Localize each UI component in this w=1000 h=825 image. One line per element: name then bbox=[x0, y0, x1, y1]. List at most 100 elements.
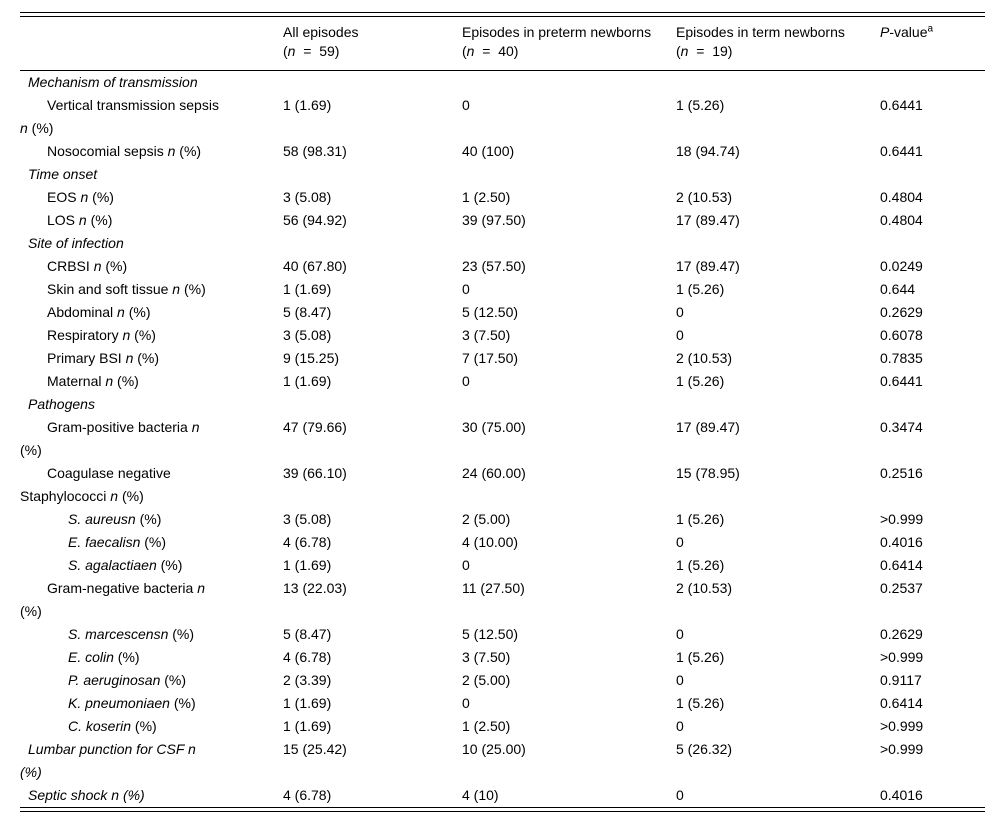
value-cell bbox=[462, 163, 676, 186]
row-label: Respiratory n (%) bbox=[20, 324, 283, 347]
data-row: Gram-positive bacteria n (%) 47 (79.66) 30 … bbox=[20, 416, 985, 462]
value-cell: 5 (8.47) bbox=[283, 626, 332, 642]
p-value-cell: 0.6441 bbox=[880, 97, 923, 113]
value-cell: 1 (1.69) bbox=[283, 718, 332, 734]
value-cell: 17 (89.47) bbox=[676, 419, 740, 435]
p-value-cell: 0.644 bbox=[880, 281, 916, 297]
value-cell: 3 (5.08) bbox=[283, 511, 332, 527]
label-line: Maternal n (%) bbox=[20, 370, 283, 393]
text-segment: E. colin bbox=[68, 649, 114, 665]
col-row-label bbox=[20, 17, 283, 71]
label-line: C. koserin (%) bbox=[20, 715, 283, 738]
value-cell: 1 (5.26) bbox=[676, 511, 725, 527]
text-segment: n bbox=[117, 304, 125, 320]
data-row: C. koserin (%) 1 (1.69) 1 (2.50) 0 >0.999 bbox=[20, 715, 985, 738]
data-row: E. colin (%) 4 (6.78) 3 (7.50) 1 (5.26) >0.9… bbox=[20, 646, 985, 669]
value-cell: 3 (5.08) bbox=[283, 189, 332, 205]
text-segment: CRBSI bbox=[47, 258, 94, 274]
row-label: EOS n (%) bbox=[20, 186, 283, 209]
value-cell: 4 (10.00) bbox=[462, 534, 519, 550]
value-cell: 4 (6.78) bbox=[283, 649, 332, 665]
row-label: Vertical transmission sepsis n (%) bbox=[20, 94, 283, 140]
label-line: (%) bbox=[20, 761, 283, 784]
value-cell: 17 (89.47) bbox=[676, 258, 740, 274]
data-row: Primary BSI n (%) 9 (15.25) 7 (17.50) 2 (10… bbox=[20, 347, 985, 370]
value-cell: 39 (66.10) bbox=[283, 465, 347, 481]
p-value-cell bbox=[880, 163, 985, 186]
value-cell: 0 bbox=[462, 97, 470, 113]
p-value-cell: 0.6441 bbox=[880, 143, 923, 159]
label-line: Respiratory n (%) bbox=[20, 324, 283, 347]
label-line: Primary BSI n (%) bbox=[20, 347, 283, 370]
header-row: All episodes (n = 59) Episodes in preterm … bbox=[20, 17, 985, 71]
text-segment: P bbox=[880, 24, 890, 40]
text-segment: n bbox=[20, 120, 28, 136]
text-segment: S. marcescensn bbox=[68, 626, 169, 642]
header-line: (n = 40) bbox=[462, 42, 676, 61]
text-segment: Septic shock n (%) bbox=[28, 787, 145, 803]
data-row: Vertical transmission sepsis n (%) 1 (1.69… bbox=[20, 94, 985, 140]
value-cell: 13 (22.03) bbox=[283, 580, 347, 596]
text-segment: n bbox=[197, 580, 205, 596]
label-line: Time onset bbox=[20, 163, 283, 186]
label-line: E. faecalisn (%) bbox=[20, 531, 283, 554]
header-line: Episodes in term newborns bbox=[676, 23, 880, 42]
text-segment: Skin and soft tissue bbox=[47, 281, 173, 297]
text-segment: All episodes bbox=[283, 24, 359, 40]
value-cell: 17 (89.47) bbox=[676, 212, 740, 228]
value-cell: 2 (10.53) bbox=[676, 189, 733, 205]
row-label: K. pneumoniaen (%) bbox=[20, 692, 283, 715]
data-row: Lumbar punction for CSF n (%) 15 (25.42) 10… bbox=[20, 738, 985, 784]
value-cell: 5 (8.47) bbox=[283, 304, 332, 320]
label-line: E. colin (%) bbox=[20, 646, 283, 669]
value-cell: 15 (78.95) bbox=[676, 465, 740, 481]
text-segment: Episodes in term newborns bbox=[676, 24, 845, 40]
label-line: Skin and soft tissue n (%) bbox=[20, 278, 283, 301]
value-cell: 0 bbox=[462, 695, 470, 711]
value-cell: 56 (94.92) bbox=[283, 212, 347, 228]
text-segment: (%) bbox=[180, 281, 206, 297]
p-value-cell: 0.4016 bbox=[880, 787, 923, 803]
value-cell: 1 (2.50) bbox=[462, 189, 511, 205]
data-row: Abdominal n (%) 5 (8.47) 5 (12.50) 0 0.2629 bbox=[20, 301, 985, 324]
row-label: Maternal n (%) bbox=[20, 370, 283, 393]
table-top-rule bbox=[20, 12, 985, 17]
p-value-cell: 0.2537 bbox=[880, 580, 923, 596]
p-value-cell: >0.999 bbox=[880, 511, 924, 527]
text-segment: (%) bbox=[118, 488, 144, 504]
text-segment: (%) bbox=[130, 327, 156, 343]
row-label: Coagulase negative Staphylococci n (%) bbox=[20, 462, 283, 508]
value-cell: 1 (1.69) bbox=[283, 557, 332, 573]
value-cell bbox=[283, 232, 462, 255]
text-segment: Site of infection bbox=[28, 235, 124, 251]
section-row: Time onset bbox=[20, 163, 985, 186]
text-segment: S. aureusn bbox=[68, 511, 136, 527]
text-segment: (%) bbox=[20, 764, 42, 780]
p-value-cell: >0.999 bbox=[880, 741, 924, 757]
text-segment: Pathogens bbox=[28, 396, 95, 412]
col-preterm-episodes: Episodes in preterm newborns (n = 40) bbox=[462, 17, 676, 71]
label-line: CRBSI n (%) bbox=[20, 255, 283, 278]
table-header: All episodes (n = 59) Episodes in preterm … bbox=[20, 17, 985, 71]
data-row: S. marcescensn (%) 5 (8.47) 5 (12.50) 0 0.26… bbox=[20, 623, 985, 646]
label-line: Gram-negative bacteria n bbox=[20, 577, 283, 600]
value-cell: 1 (5.26) bbox=[676, 373, 725, 389]
p-value-cell: 0.2516 bbox=[880, 465, 923, 481]
text-segment: Lumbar punction for CSF n bbox=[28, 741, 196, 757]
label-line: (%) bbox=[20, 600, 283, 623]
value-cell: 24 (60.00) bbox=[462, 465, 526, 481]
value-cell: 40 (100) bbox=[462, 143, 515, 159]
p-value-cell bbox=[880, 71, 985, 95]
text-segment: LOS bbox=[47, 212, 79, 228]
row-label: Primary BSI n (%) bbox=[20, 347, 283, 370]
p-value-cell: 0.4804 bbox=[880, 212, 923, 228]
text-segment: S. agalactiaen bbox=[68, 557, 157, 573]
row-label: Pathogens bbox=[20, 393, 283, 416]
header-line: (n = 19) bbox=[676, 42, 880, 61]
text-segment: (%) bbox=[169, 695, 196, 711]
row-label: E. faecalisn (%) bbox=[20, 531, 283, 554]
clinical-characteristics-table: All episodes (n = 59) Episodes in preterm … bbox=[20, 17, 985, 807]
text-segment: (%) bbox=[156, 557, 183, 573]
value-cell: 2 (5.00) bbox=[462, 511, 511, 527]
value-cell: 1 (1.69) bbox=[283, 695, 332, 711]
